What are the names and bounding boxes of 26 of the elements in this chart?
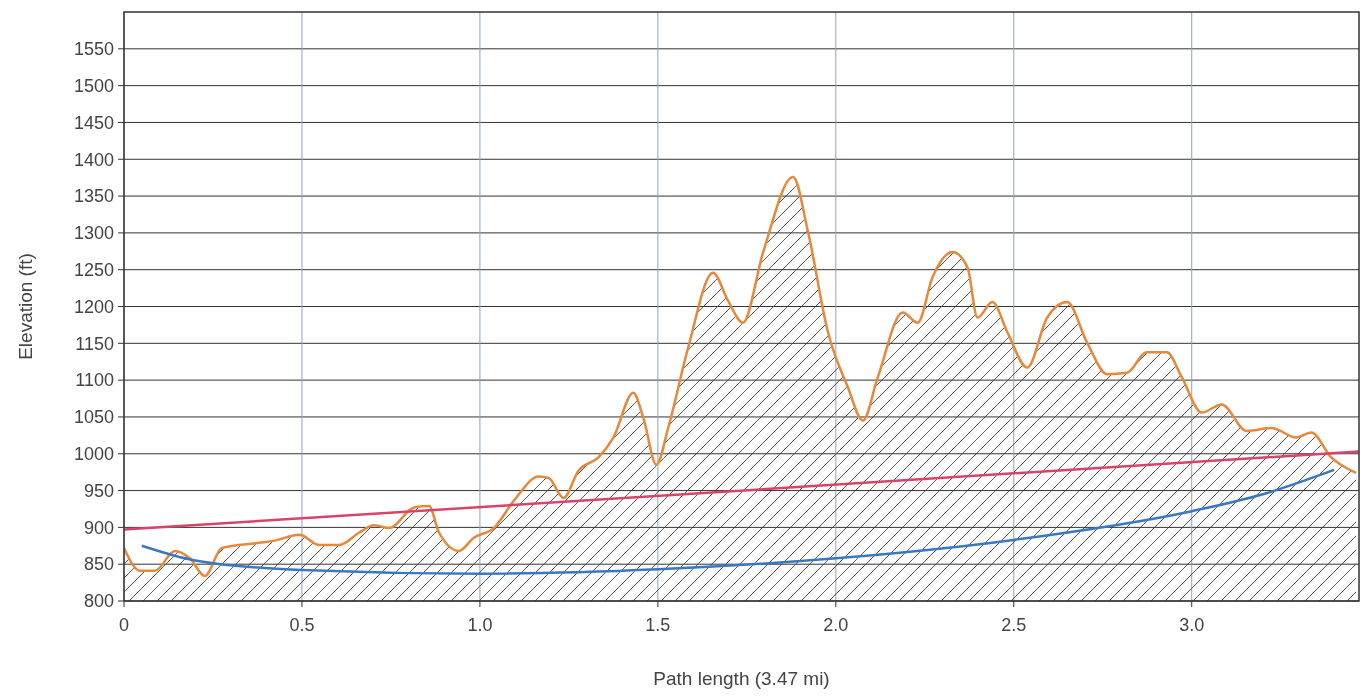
x-tick-label: 3.0 bbox=[1179, 615, 1205, 635]
y-tick-label: 1100 bbox=[75, 370, 114, 391]
x-axis-title: Path length (3.47 mi) bbox=[653, 668, 830, 689]
y-tick-label: 1250 bbox=[73, 259, 114, 280]
y-tick-label: 1450 bbox=[73, 112, 114, 133]
y-tick-label: 900 bbox=[83, 517, 114, 538]
y-tick-label: 1500 bbox=[73, 75, 114, 96]
y-tick-label: 800 bbox=[83, 591, 114, 612]
y-tick-label: 850 bbox=[83, 554, 114, 575]
y-tick-label: 1200 bbox=[73, 296, 114, 317]
y-axis-title: Elevation (ft) bbox=[15, 253, 36, 360]
line-series bbox=[140, 468, 1336, 576]
x-tick-label: 0.5 bbox=[289, 615, 315, 635]
x-tick-label: 0 bbox=[118, 615, 130, 635]
y-tick-label: 1150 bbox=[75, 333, 114, 354]
y-tick-label: 1550 bbox=[73, 39, 114, 60]
x-tick-label: 2.0 bbox=[823, 615, 849, 635]
x-tick-label: 1.5 bbox=[645, 615, 671, 635]
y-tick-label: 1050 bbox=[73, 407, 114, 428]
x-tick-label: 2.5 bbox=[1001, 615, 1027, 635]
x-tick-label: 1.0 bbox=[467, 615, 493, 635]
y-tick-label: 950 bbox=[83, 480, 114, 501]
y-tick-label: 1350 bbox=[73, 186, 114, 207]
y-tick-label: 1000 bbox=[73, 444, 114, 465]
y-tick-label: 1300 bbox=[73, 223, 114, 244]
y-tick-label: 1400 bbox=[73, 149, 114, 170]
